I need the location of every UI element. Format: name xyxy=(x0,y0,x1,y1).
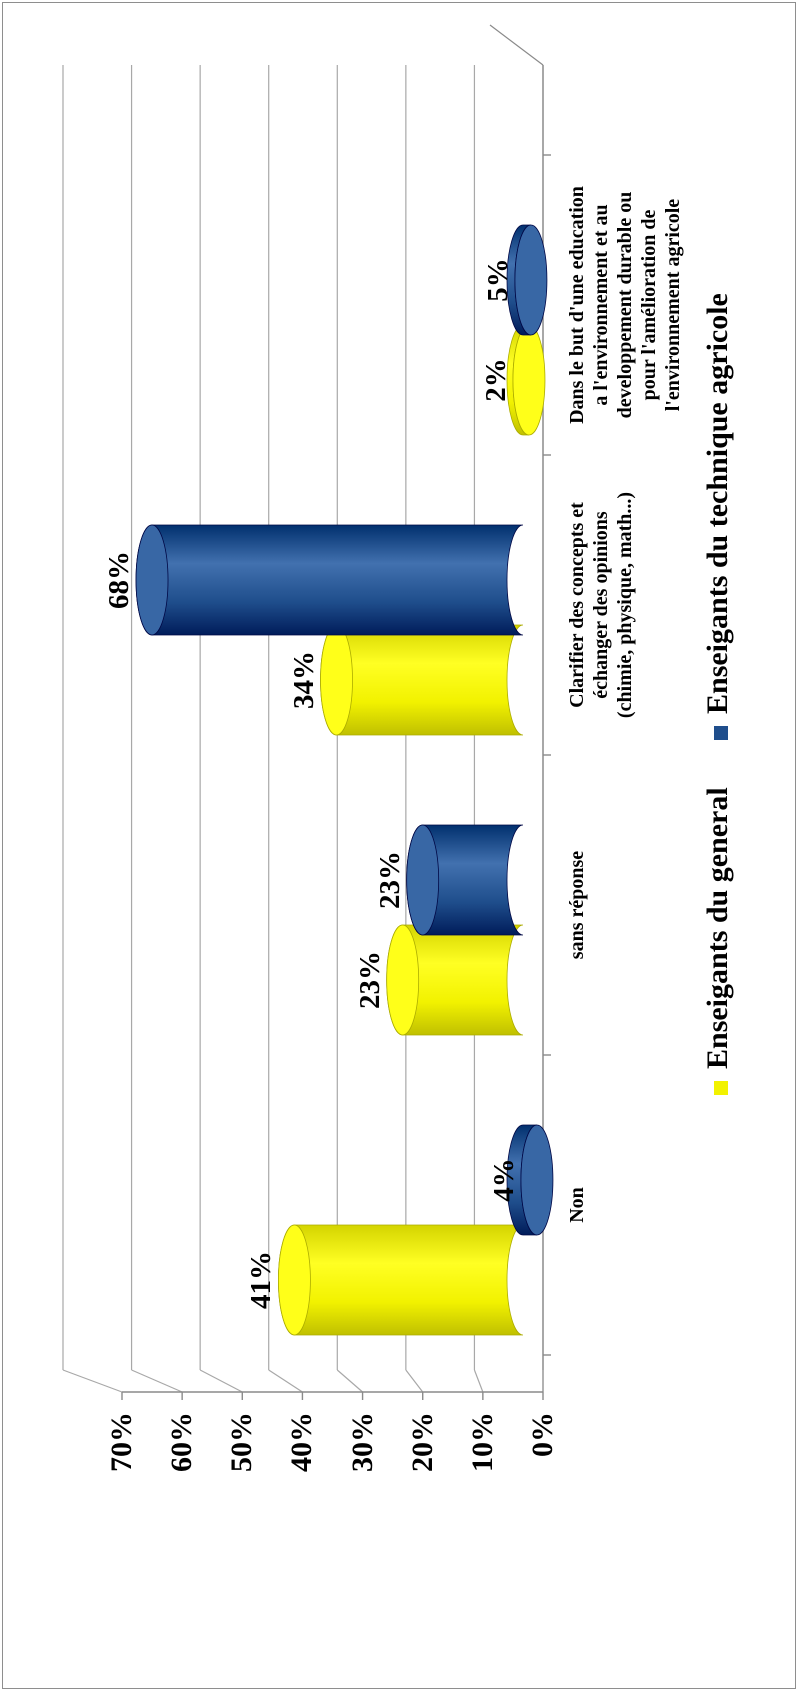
legend-label: Enseigants du general xyxy=(701,787,734,1069)
bar-cap xyxy=(278,1224,311,1336)
bar-cap xyxy=(406,824,440,936)
category-label: sans réponse xyxy=(565,760,589,1050)
bar-cap xyxy=(512,324,546,436)
legend-label: Enseigants du technique agricole xyxy=(701,293,734,714)
data-label: 41% xyxy=(245,1251,278,1309)
category-label-line: pour l'amélioration de xyxy=(638,209,660,401)
bar-cap xyxy=(514,224,548,336)
category-label-line: Clarifier des concepts et xyxy=(566,502,588,708)
category-label-line: échanger des opinions xyxy=(590,511,612,699)
legend-swatch xyxy=(714,726,728,740)
category-label-line: a l'environnement et au xyxy=(590,204,612,406)
bar-cap xyxy=(135,524,169,636)
gridline-side xyxy=(131,1369,183,1393)
value-tick-label: 20% xyxy=(405,1412,439,1472)
value-tick-label: 0% xyxy=(526,1412,559,1457)
data-label: 23% xyxy=(353,951,386,1009)
gridline-side xyxy=(268,1369,303,1393)
value-tick-label: 50% xyxy=(225,1412,259,1472)
gridline-side xyxy=(405,1369,424,1393)
bar-cap xyxy=(520,1124,554,1236)
data-label: 23% xyxy=(373,851,406,909)
legend-swatch xyxy=(714,1081,728,1095)
category-label: Non xyxy=(565,1060,589,1350)
bar-general-0 xyxy=(278,1224,524,1336)
data-label: 68% xyxy=(103,551,136,609)
value-tick-label: 60% xyxy=(165,1412,199,1472)
floor-edge-top xyxy=(489,24,544,66)
category-label-line: developpement durable ou xyxy=(614,191,636,419)
category-label: Clarifier des concepts et échanger des op… xyxy=(565,460,637,750)
category-label-line: Non xyxy=(566,1187,588,1223)
bar-cap xyxy=(386,924,420,1036)
category-label-line: Dans le but d'une education xyxy=(566,186,588,424)
value-tick-label: 30% xyxy=(345,1412,379,1472)
data-label: 5% xyxy=(481,258,514,302)
gridline-side xyxy=(473,1369,484,1393)
value-tick-label: 40% xyxy=(285,1412,319,1472)
value-tick-label: 10% xyxy=(465,1412,499,1472)
category-label-line: l'environnement agricole xyxy=(662,198,684,412)
value-tick-label: 70% xyxy=(105,1412,138,1472)
data-label: 34% xyxy=(287,651,320,709)
category-label-line: (chimie, physique, math...) xyxy=(614,491,636,719)
data-label: 2% xyxy=(479,358,512,402)
bar-technique-2 xyxy=(135,524,524,636)
data-label: 4% xyxy=(487,1158,520,1202)
gridline-side xyxy=(336,1369,363,1393)
bar-cap xyxy=(320,624,353,736)
gridline-side xyxy=(199,1369,243,1393)
gridline-side xyxy=(62,1369,123,1393)
category-label-line: sans réponse xyxy=(566,850,588,960)
category-label: Dans le but d'une education a l'environne… xyxy=(565,160,685,450)
